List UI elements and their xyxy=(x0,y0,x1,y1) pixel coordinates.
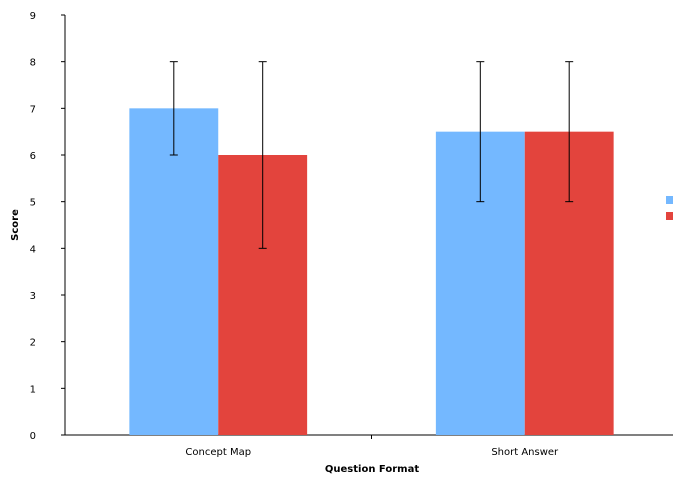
y-tick-label: 1 xyxy=(30,384,36,395)
y-tick-label: 2 xyxy=(30,338,36,349)
y-axis: 0 1 2 3 4 5 6 7 8 9 xyxy=(30,11,66,442)
legend-swatch xyxy=(666,212,673,220)
y-tick-label: 6 xyxy=(30,151,36,162)
y-tick-label: 3 xyxy=(30,291,36,302)
legend-swatch xyxy=(666,196,673,204)
bar xyxy=(129,108,219,435)
x-axis-title: Question Format xyxy=(325,464,419,475)
legend xyxy=(666,196,673,220)
y-tick-label: 0 xyxy=(30,431,36,442)
x-axis: Concept Map Short Answer xyxy=(65,434,673,458)
x-tick-label: Concept Map xyxy=(185,447,251,458)
y-tick-label: 4 xyxy=(30,244,36,255)
y-tick-label: 8 xyxy=(30,58,36,69)
y-axis-title: Score xyxy=(10,209,21,241)
y-tick-label: 5 xyxy=(30,198,36,209)
bars xyxy=(129,108,614,435)
x-tick-label: Short Answer xyxy=(491,447,559,458)
error-bars xyxy=(169,61,574,249)
y-tick-label: 9 xyxy=(30,11,36,22)
y-tick-label: 7 xyxy=(30,104,36,115)
